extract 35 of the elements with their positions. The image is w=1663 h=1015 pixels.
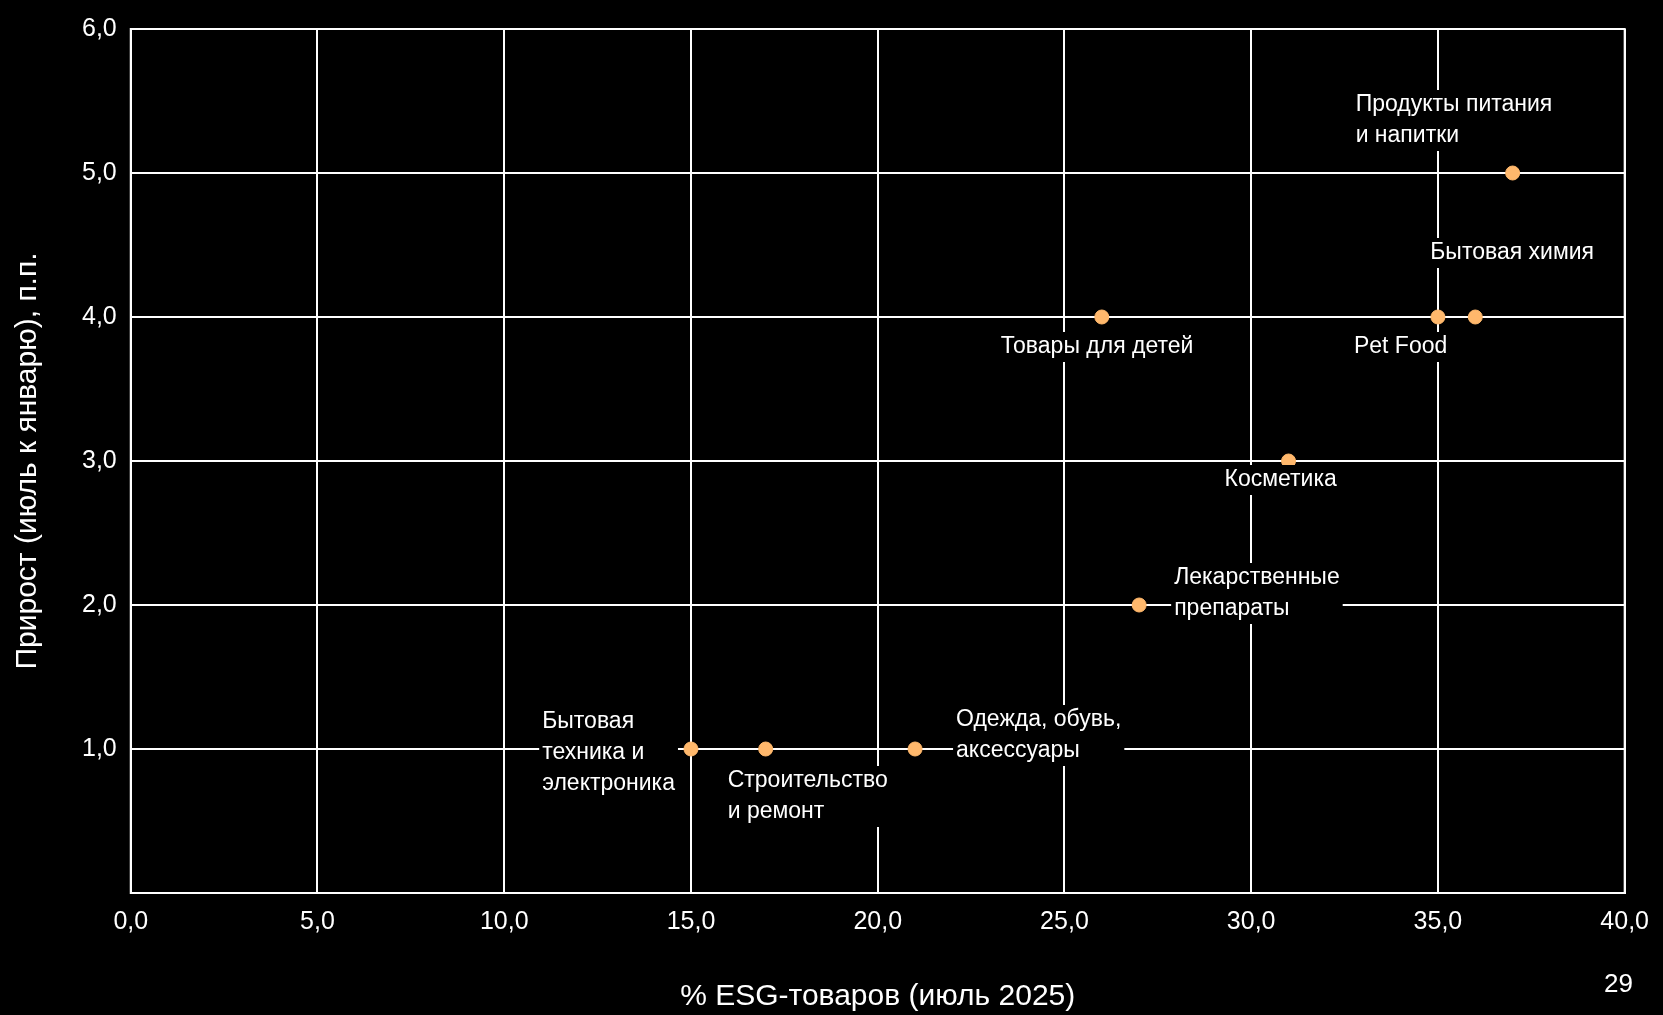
annotation: Одежда, обувь, аксессуары [956, 705, 1122, 763]
annotation: Продукты питания и напитки [1355, 90, 1553, 148]
point [1467, 309, 1483, 325]
x-tick-label: 40,0 [1600, 905, 1650, 934]
y-tick-label: 6,0 [81, 12, 117, 41]
annotation: Pet Food [1353, 332, 1448, 359]
y-tick-label: 1,0 [81, 732, 117, 761]
x-tick-label: 10,0 [479, 905, 529, 934]
point [758, 741, 774, 757]
x-axis-title: % ESG-товаров (июль 2025) [680, 978, 1076, 1012]
point [1131, 597, 1147, 613]
annotation: Бытовая химия [1430, 238, 1595, 265]
x-tick-label: 5,0 [300, 905, 335, 934]
y-axis-title: Прирост (июль к январю), п.п. [9, 252, 43, 670]
point [907, 741, 923, 757]
y-tick-label: 2,0 [81, 588, 117, 617]
point [1430, 309, 1446, 325]
point [683, 741, 699, 757]
text: 29 [1604, 968, 1633, 999]
x-tick-label: 15,0 [666, 905, 716, 934]
annotation: Лекарственные препараты [1174, 563, 1340, 621]
x-tick-label: 25,0 [1040, 905, 1089, 934]
y-tick-label: 3,0 [81, 444, 117, 473]
annotation: Строительство и ремонт [727, 766, 888, 824]
x-tick-label: 20,0 [853, 905, 903, 934]
point [1094, 309, 1110, 325]
annotation: Товары для детей [1000, 332, 1194, 359]
annotation: Бытовая техника и электроника [542, 707, 676, 796]
point [1505, 165, 1521, 181]
x-tick-label: 30,0 [1226, 905, 1276, 934]
annotation: Косметика [1224, 465, 1338, 492]
y-tick-label: 4,0 [81, 300, 117, 329]
x-tick-label: 35,0 [1413, 905, 1463, 934]
x-tick-label: 0,0 [113, 905, 149, 934]
y-tick-label: 5,0 [81, 156, 117, 185]
